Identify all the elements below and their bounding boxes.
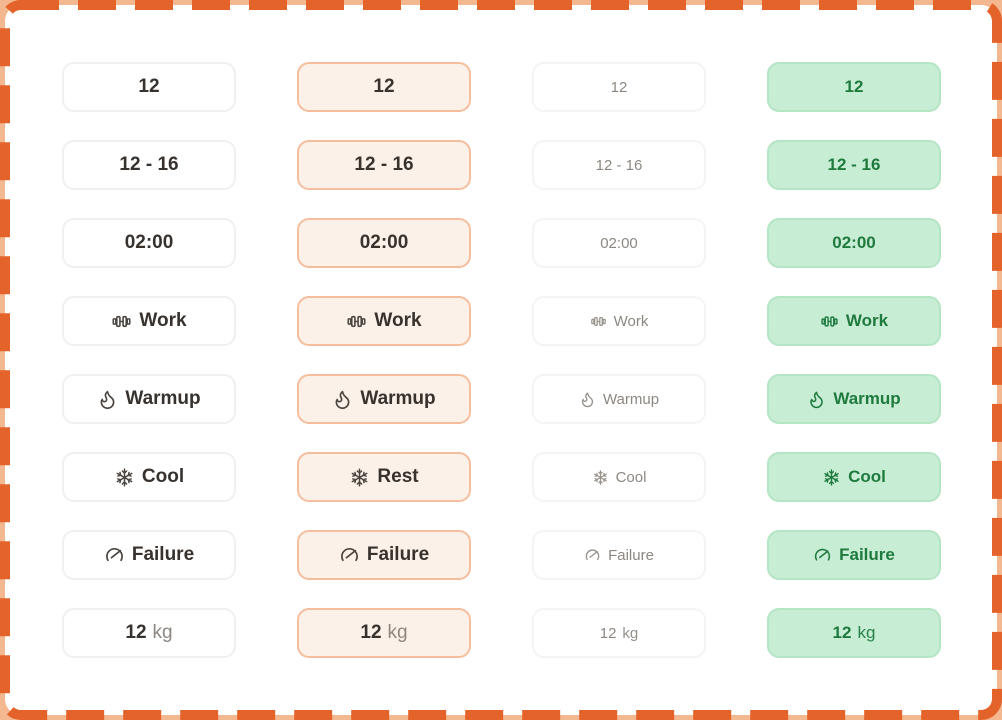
chip-failure-success[interactable]: Failure [767,530,941,580]
chip-cool-default[interactable]: Cool [62,452,236,502]
chip-warmup-muted[interactable]: Warmup [532,374,706,424]
chip-work-active[interactable]: Work [297,296,471,346]
snowflake-icon [349,467,370,488]
dumbbell-icon [590,313,607,330]
chip-12-default[interactable]: 12 [62,62,236,112]
chip-label: Cool [848,467,886,486]
dumbbell-icon [820,312,839,331]
chip-label: Work [845,311,889,330]
flame-icon [97,389,118,410]
chip-label: 02:00 [832,233,876,252]
chip-label: Warmup [833,389,901,408]
chip-12-kg-success[interactable]: 12 kg [767,608,941,658]
chip-warmup-default[interactable]: Warmup [62,374,236,424]
flame-icon [332,389,353,410]
chip-label: 02:00 [359,232,409,253]
chip-12-16-active[interactable]: 12 - 16 [297,140,471,190]
chip-label: Failure [366,544,430,565]
dumbbell-icon [111,311,132,332]
gauge-icon [813,546,832,565]
chip-label: Cool [141,466,185,487]
snowflake-icon [822,468,841,487]
chip-12-kg-default[interactable]: 12 kg [62,608,236,658]
chip-work-default[interactable]: Work [62,296,236,346]
chip-grid: 12 12 12 12 12 - 16 12 - 16 12 - 16 12 - 16 02:0… [62,62,941,658]
gauge-icon [584,547,601,564]
chip-12-kg-muted[interactable]: 12 kg [532,608,706,658]
chip-label: Cool [615,468,647,486]
dumbbell-icon [346,311,367,332]
chip-work-muted[interactable]: Work [532,296,706,346]
chip-02-00-success[interactable]: 02:00 [767,218,941,268]
chip-label: Warmup [360,388,436,409]
chip-label: Warmup [602,390,660,408]
chip-failure-default[interactable]: Failure [62,530,236,580]
chip-value: 12 [125,622,147,643]
gauge-icon [104,545,125,566]
chip-work-success[interactable]: Work [767,296,941,346]
chip-label: Failure [608,546,654,564]
chip-12-16-success[interactable]: 12 - 16 [767,140,941,190]
chip-label: 12 - 16 [119,154,179,175]
chip-warmup-success[interactable]: Warmup [767,374,941,424]
chip-12-success[interactable]: 12 [767,62,941,112]
chip-label: 12 - 16 [354,154,414,175]
chip-label: 12 [373,76,395,97]
chip-unit: kg [387,622,408,643]
chip-value: 12 [599,624,617,642]
chip-label: Work [613,312,649,330]
chip-12-kg-active[interactable]: 12 kg [297,608,471,658]
chip-02-00-muted[interactable]: 02:00 [532,218,706,268]
chip-label: 02:00 [124,232,174,253]
chip-12-16-muted[interactable]: 12 - 16 [532,140,706,190]
chip-02-00-active[interactable]: 02:00 [297,218,471,268]
chip-warmup-active[interactable]: Warmup [297,374,471,424]
flame-icon [579,391,596,408]
chip-value: 12 [832,623,852,642]
chip-label: 12 [138,76,160,97]
chip-02-00-default[interactable]: 02:00 [62,218,236,268]
chip-12-16-default[interactable]: 12 - 16 [62,140,236,190]
chip-label: Failure [131,544,195,565]
chip-unit: kg [622,624,639,642]
chip-label: 12 [610,78,628,96]
chip-rest-active[interactable]: Rest [297,452,471,502]
chip-label: Work [139,310,187,331]
chip-unit: kg [152,622,173,643]
chip-label: Rest [377,466,419,487]
flame-icon [807,390,826,409]
snowflake-icon [592,469,609,486]
chip-12-active[interactable]: 12 [297,62,471,112]
snowflake-icon [114,467,135,488]
gauge-icon [339,545,360,566]
chip-label: 12 [844,77,864,96]
chip-cool-muted[interactable]: Cool [532,452,706,502]
chip-label: 12 - 16 [595,156,643,174]
chip-label: Failure [839,545,895,564]
chip-unit: kg [857,623,876,642]
chip-12-muted[interactable]: 12 [532,62,706,112]
chip-failure-active[interactable]: Failure [297,530,471,580]
chip-label: 02:00 [600,234,638,252]
chip-label: Work [374,310,422,331]
chip-failure-muted[interactable]: Failure [532,530,706,580]
chip-label: 12 - 16 [827,155,881,174]
chip-label: Warmup [125,388,201,409]
chip-cool-success[interactable]: Cool [767,452,941,502]
chip-value: 12 [360,622,382,643]
